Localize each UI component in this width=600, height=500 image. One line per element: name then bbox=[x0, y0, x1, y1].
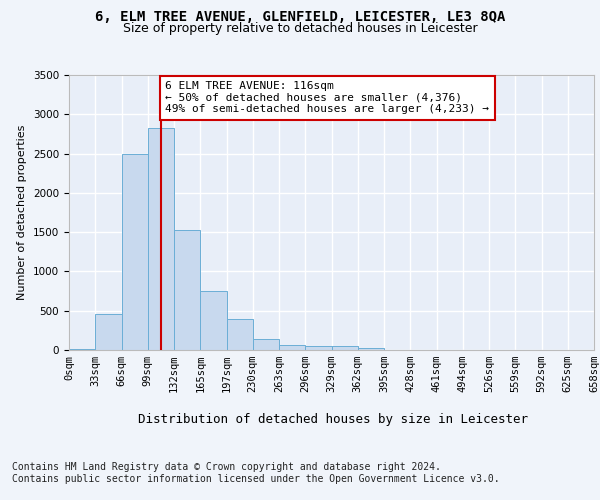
Bar bbox=[95, 314, 121, 350]
Bar bbox=[174, 230, 200, 350]
Bar bbox=[69, 348, 95, 350]
Bar bbox=[331, 346, 358, 350]
Bar bbox=[253, 339, 279, 350]
Text: Distribution of detached houses by size in Leicester: Distribution of detached houses by size … bbox=[138, 412, 528, 426]
Bar bbox=[148, 128, 174, 350]
Text: Contains HM Land Registry data © Crown copyright and database right 2024.
Contai: Contains HM Land Registry data © Crown c… bbox=[12, 462, 500, 484]
Text: 6 ELM TREE AVENUE: 116sqm
← 50% of detached houses are smaller (4,376)
49% of se: 6 ELM TREE AVENUE: 116sqm ← 50% of detac… bbox=[165, 82, 489, 114]
Bar bbox=[200, 291, 227, 350]
Bar bbox=[305, 346, 331, 350]
Bar bbox=[227, 320, 253, 350]
Y-axis label: Number of detached properties: Number of detached properties bbox=[17, 125, 28, 300]
Text: 6, ELM TREE AVENUE, GLENFIELD, LEICESTER, LE3 8QA: 6, ELM TREE AVENUE, GLENFIELD, LEICESTER… bbox=[95, 10, 505, 24]
Bar bbox=[358, 348, 384, 350]
Text: Size of property relative to detached houses in Leicester: Size of property relative to detached ho… bbox=[122, 22, 478, 35]
Bar bbox=[279, 344, 305, 350]
Bar bbox=[121, 154, 148, 350]
